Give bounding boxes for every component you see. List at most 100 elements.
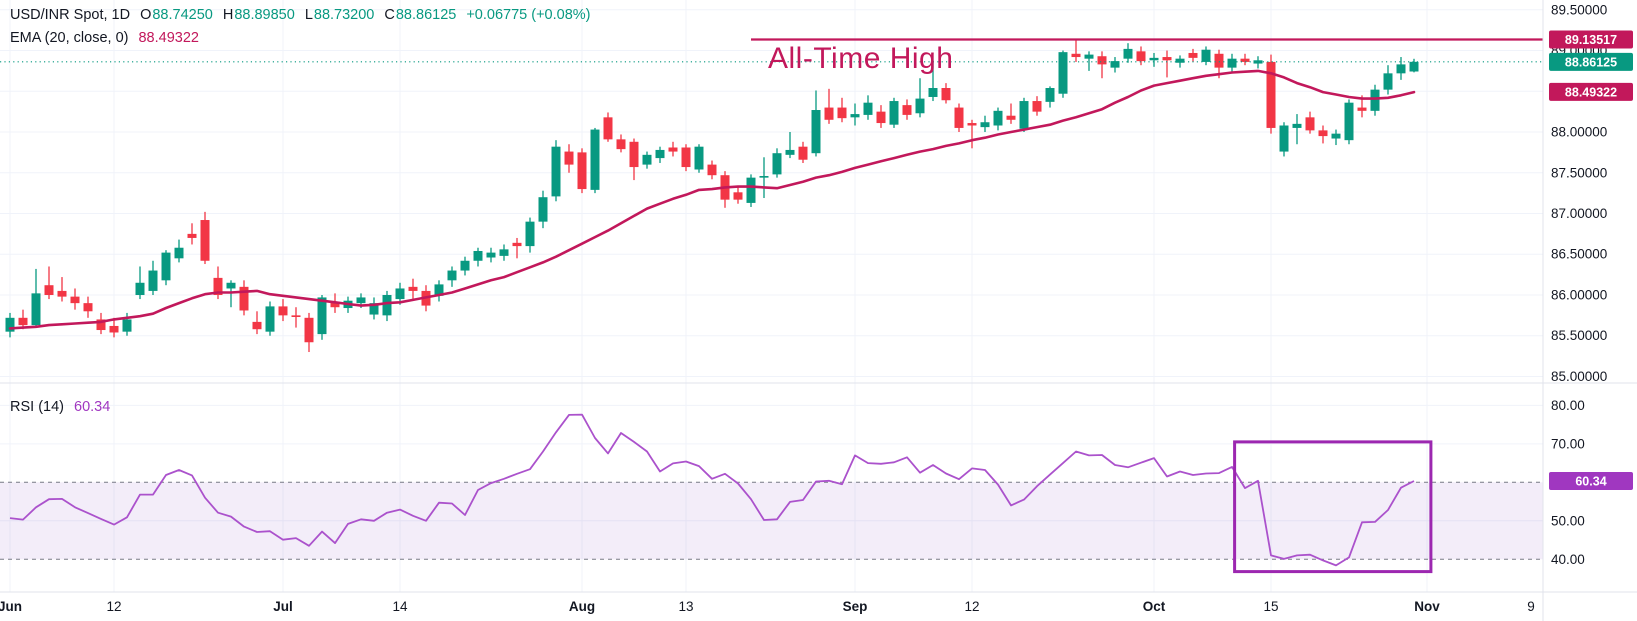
candle-body xyxy=(941,88,951,101)
candle xyxy=(291,307,301,328)
candle-body xyxy=(473,250,483,261)
time-axis-label: Jun xyxy=(0,599,22,614)
candle xyxy=(642,151,652,169)
candle xyxy=(1383,65,1393,95)
time-axis-label: 14 xyxy=(392,599,408,614)
rsi-axis-label: 40.00 xyxy=(1551,552,1585,567)
candle-body xyxy=(83,303,93,312)
candle-body xyxy=(694,146,704,170)
time-axis[interactable]: Jun 12 Jul 14 Aug 13 Sep 12 Oct 15 Nov 9 xyxy=(0,599,1535,614)
candle xyxy=(369,297,379,320)
time-axis-label: Aug xyxy=(569,599,595,614)
candle xyxy=(1292,114,1302,145)
candle-body xyxy=(772,153,782,175)
rsi-axis-label: 80.00 xyxy=(1551,398,1585,413)
candle-body xyxy=(1331,133,1341,139)
candle xyxy=(837,97,847,123)
candle xyxy=(44,266,54,300)
candle xyxy=(616,134,626,153)
candle-body xyxy=(252,321,262,330)
candle-body xyxy=(109,325,119,333)
candle-body xyxy=(1175,58,1185,63)
ath-annotation-text[interactable]: All-Time High xyxy=(768,42,954,75)
candle xyxy=(980,115,990,133)
candle xyxy=(1149,52,1159,67)
candle-body xyxy=(1344,102,1354,141)
price-axis-label: 88.00000 xyxy=(1551,125,1607,140)
candle xyxy=(1058,50,1068,98)
candle-body xyxy=(486,252,496,258)
candle xyxy=(174,239,184,263)
rsi-rectangle-annotation[interactable] xyxy=(1233,440,1433,574)
rsi-axis-label: 50.00 xyxy=(1551,513,1585,528)
candle-body xyxy=(356,297,366,304)
candle xyxy=(1162,50,1172,78)
candle-body xyxy=(746,177,756,203)
candle-body xyxy=(1214,53,1224,68)
candle-body xyxy=(1123,48,1133,59)
candle-body xyxy=(18,317,28,326)
candle-body xyxy=(460,260,470,271)
candle xyxy=(1305,111,1315,134)
candle-body xyxy=(655,149,665,159)
candle-body xyxy=(44,285,54,295)
time-axis-label: Nov xyxy=(1414,599,1440,614)
candle xyxy=(1110,57,1120,73)
candle-body xyxy=(902,105,912,115)
candle xyxy=(1240,53,1250,66)
ema-legend[interactable]: EMA (20, close, 0) 88.49322 xyxy=(10,30,199,46)
candle-body xyxy=(330,301,340,308)
candle-body xyxy=(642,154,652,165)
candle xyxy=(434,280,444,302)
candle-body xyxy=(122,319,132,332)
candle-body xyxy=(317,297,327,335)
candle-body xyxy=(1084,54,1094,59)
candle xyxy=(902,99,912,120)
candle xyxy=(928,60,938,102)
candle xyxy=(31,268,41,328)
candle-body xyxy=(1136,51,1146,62)
candle-body xyxy=(408,286,418,291)
low-value: L 88.73200 xyxy=(304,7,375,23)
candle-body xyxy=(1318,130,1328,137)
candle xyxy=(252,311,262,335)
candle-body xyxy=(889,101,899,125)
candle-body xyxy=(70,296,80,304)
candle-body xyxy=(1149,57,1159,61)
candle xyxy=(759,157,769,199)
symbol-legend[interactable]: USD/INR Spot, 1D O 88.74250 H 88.89850 L 88… xyxy=(10,7,591,23)
ema-legend-value: 88.49322 xyxy=(138,30,199,46)
candle xyxy=(772,148,782,178)
candle xyxy=(460,256,470,276)
candle xyxy=(486,247,496,263)
candle xyxy=(109,317,119,338)
candle-body xyxy=(785,149,795,155)
candle-body xyxy=(369,303,379,315)
candle xyxy=(694,144,704,173)
ema-line xyxy=(8,69,1416,330)
candle xyxy=(317,294,327,340)
candle-body xyxy=(148,270,158,291)
price-axis-label: 87.50000 xyxy=(1551,165,1607,180)
candle-body xyxy=(1188,52,1198,58)
candle xyxy=(525,217,535,253)
candle-body xyxy=(551,146,561,197)
candle xyxy=(1006,103,1016,124)
candle xyxy=(798,141,808,163)
candle xyxy=(265,301,275,336)
candle-body xyxy=(1162,57,1172,61)
candle xyxy=(629,138,639,181)
rsi-legend[interactable]: RSI (14) 60.34 xyxy=(10,399,110,415)
candle-body xyxy=(629,141,639,168)
candle-body xyxy=(681,147,691,168)
price-axis-label: 86.00000 xyxy=(1551,287,1607,302)
candle-body xyxy=(590,129,600,190)
candle xyxy=(538,190,548,229)
candle-body xyxy=(707,164,717,176)
ema-value-badge-bg xyxy=(1549,82,1633,101)
candle-body xyxy=(395,288,405,300)
candle xyxy=(304,312,314,353)
price-axis-label: 89.50000 xyxy=(1551,2,1607,17)
